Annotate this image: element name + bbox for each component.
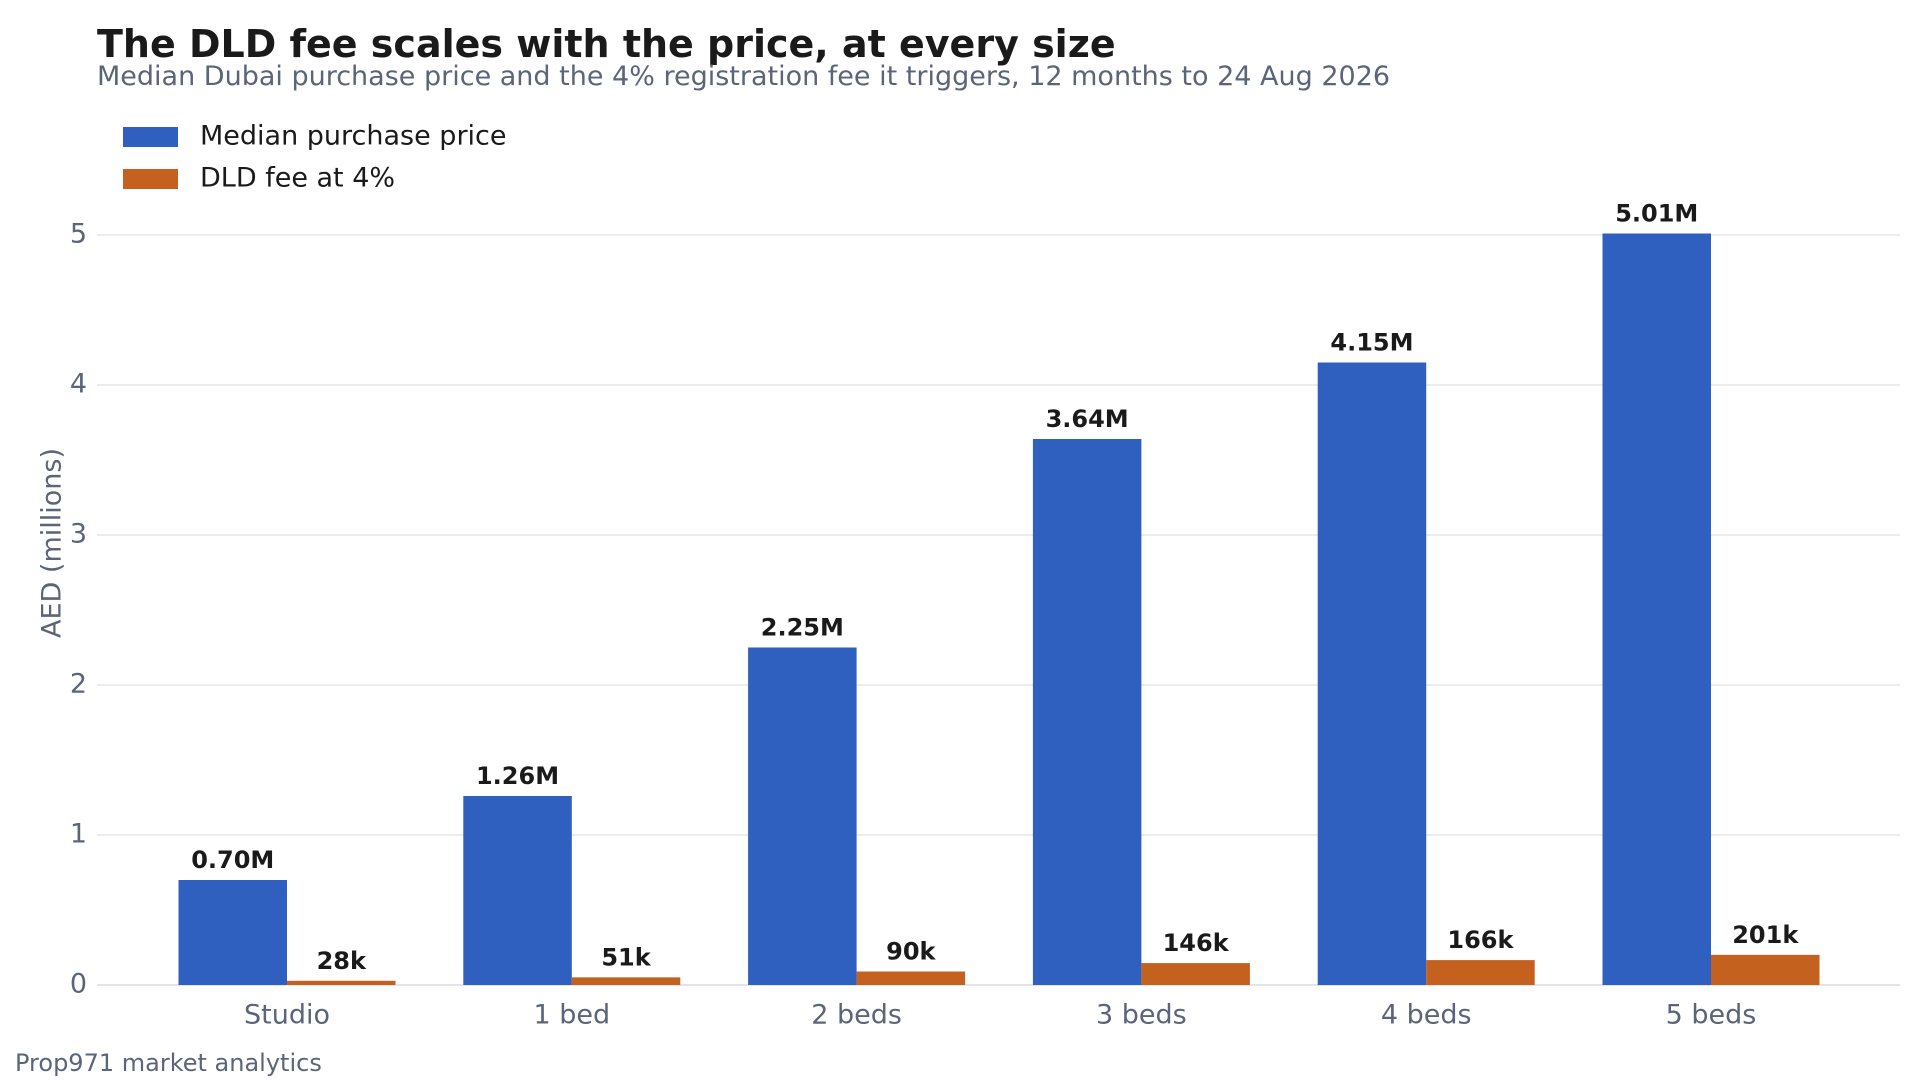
x-tick-label: 1 bed (533, 1000, 610, 1031)
price-bar (748, 647, 857, 985)
legend-swatch (123, 169, 178, 189)
fee-bar (1711, 954, 1820, 985)
x-tick-label: 5 beds (1666, 1000, 1757, 1031)
y-tick-label: 3 (70, 519, 87, 550)
price-bar-label: 1.26M (476, 762, 559, 790)
price-bar (1317, 362, 1427, 985)
y-tick-label: 4 (70, 369, 87, 400)
fee-bar (856, 971, 966, 985)
price-bar-label: 4.15M (1330, 329, 1413, 357)
legend-label: Median purchase price (200, 121, 507, 152)
price-bar (1032, 439, 1142, 985)
legend-label: DLD fee at 4% (200, 163, 395, 194)
chart-subtitle: Median Dubai purchase price and the 4% r… (97, 61, 1391, 92)
fee-bar (571, 977, 681, 985)
fee-bar (1141, 963, 1250, 985)
x-axis-ticks: Studio 1 bed 2 beds 3 beds 4 beds 5 beds (244, 1000, 1756, 1031)
fee-bar (1426, 960, 1535, 985)
y-axis-title: AED (millions) (37, 448, 68, 638)
x-tick-label: 4 beds (1381, 1000, 1472, 1031)
price-bar-label: 2.25M (761, 614, 844, 642)
y-tick-label: 2 (70, 669, 87, 700)
fee-bar-label: 166k (1447, 926, 1514, 954)
y-tick-label: 0 (70, 969, 87, 1000)
bars (178, 233, 1820, 985)
y-axis-ticks: 0 1 2 3 4 5 (70, 219, 87, 1000)
price-bar (1602, 233, 1711, 985)
y-tick-label: 1 (70, 819, 87, 850)
chart-title: The DLD fee scales with the price, at ev… (97, 22, 1116, 66)
x-tick-label: Studio (244, 1000, 330, 1031)
price-bar (463, 796, 572, 985)
price-bar-label: 3.64M (1046, 405, 1129, 433)
price-bar (178, 880, 287, 985)
data-labels: 0.70M 28k 1.26M 51k 2.25M 90k 3.64M 146k 4.15M 16… (191, 200, 1799, 975)
y-tick-label: 5 (70, 219, 87, 250)
x-tick-label: 3 beds (1096, 1000, 1187, 1031)
fee-bar (287, 980, 396, 985)
fee-bar-label: 201k (1732, 921, 1799, 949)
x-tick-label: 2 beds (811, 1000, 902, 1031)
legend-swatch (123, 127, 178, 147)
fee-bar-label: 90k (886, 938, 936, 966)
source-note: Prop971 market analytics (15, 1049, 322, 1077)
fee-bar-label: 28k (317, 947, 367, 975)
legend: Median purchase price DLD fee at 4% (123, 121, 507, 194)
fee-bar-label: 146k (1163, 929, 1230, 957)
fee-bar-label: 51k (601, 943, 651, 971)
gridlines (97, 234, 1900, 986)
price-bar-label: 5.01M (1615, 200, 1698, 228)
price-bar-label: 0.70M (191, 846, 274, 874)
